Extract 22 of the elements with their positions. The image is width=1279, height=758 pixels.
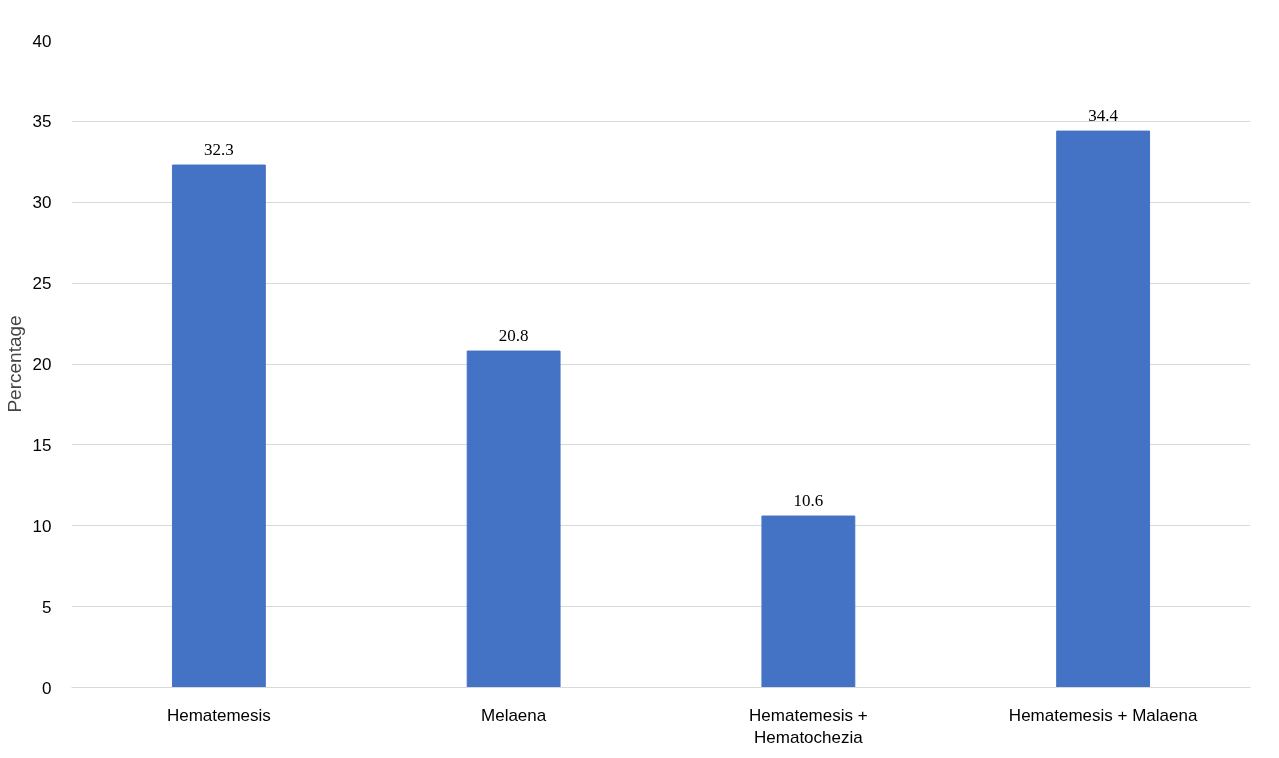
- y-tick-label: 15: [32, 435, 52, 455]
- y-tick-label: 25: [32, 274, 52, 294]
- x-tick-label: Hematemesis + Hematochezia: [749, 705, 868, 748]
- bar: [171, 164, 266, 688]
- x-tick-label: Melaena: [481, 705, 547, 725]
- x-tick-label: Hematemesis + Malaena: [1008, 705, 1198, 725]
- data-label: 10.6: [793, 491, 824, 511]
- y-tick-label: 0: [42, 678, 52, 698]
- bar: [1056, 130, 1151, 688]
- x-tick-label: Hematemesis: [166, 705, 271, 725]
- data-label: 34.4: [1088, 106, 1119, 126]
- y-axis-title: Percentage: [3, 315, 25, 413]
- y-tick-label: 5: [42, 597, 52, 617]
- bar: [761, 515, 856, 688]
- y-tick-label: 20: [32, 355, 52, 374]
- y-tick-label: 35: [32, 112, 52, 132]
- y-tick-label: 40: [32, 31, 52, 51]
- y-tick-label: 30: [32, 193, 52, 213]
- y-tick-label: 10: [32, 516, 52, 536]
- data-label: 20.8: [498, 326, 529, 346]
- data-label: 32.3: [204, 140, 234, 160]
- bar: [466, 350, 561, 688]
